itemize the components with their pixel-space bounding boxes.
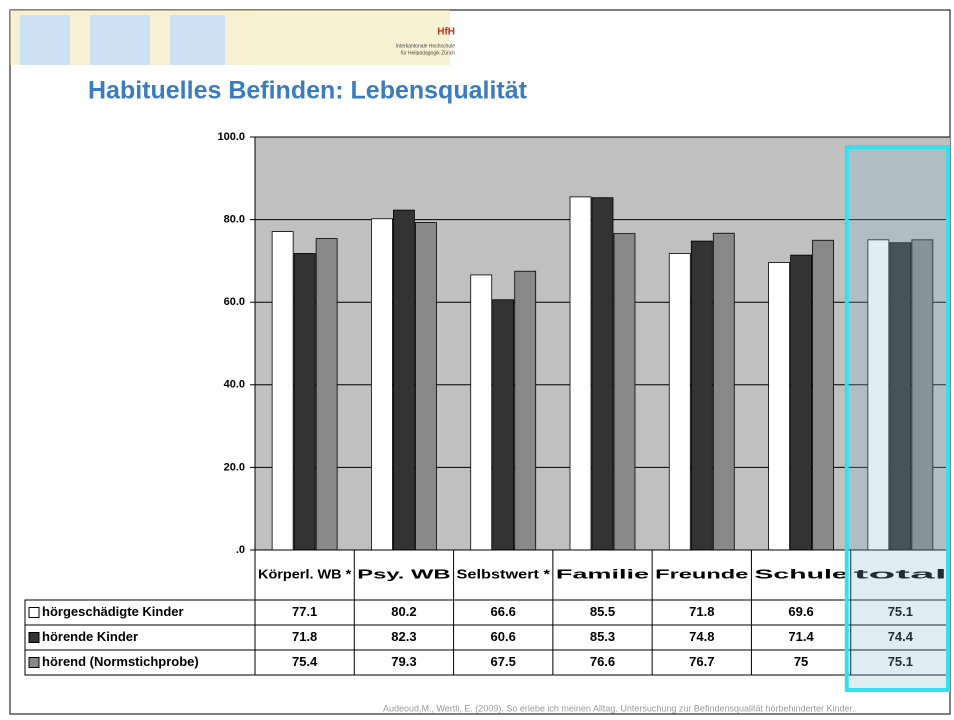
bar (591, 197, 614, 551)
table-value: 85.3 (590, 629, 615, 644)
institution: für Heilpädagogik Zürich (401, 50, 455, 56)
chart: .0 20.0 40.0 60.0 80.0 100.0 Körperl. WB * Psy.… (24, 131, 951, 692)
slide-title: Habituelles Befinden: Lebensqualität (88, 77, 528, 105)
table-value: 76.7 (689, 654, 714, 669)
bar (371, 218, 393, 551)
bar (271, 231, 294, 551)
y-tick-label: 60.0 (224, 296, 245, 308)
bar (393, 209, 415, 551)
table-value: 80.2 (391, 604, 416, 619)
table-value: 75.4 (292, 654, 318, 669)
banner-letter (20, 15, 70, 65)
bar (690, 240, 713, 551)
bar (470, 274, 493, 551)
table-value: 71.8 (292, 629, 317, 644)
bar (569, 196, 592, 551)
table-value: 67.5 (491, 654, 516, 669)
bar (492, 299, 515, 551)
bar (293, 253, 316, 551)
category-label: Psy. WB (357, 566, 450, 581)
y-tick-label: 40.0 (224, 379, 245, 391)
banner-letter (90, 15, 150, 65)
legend-swatch (28, 657, 40, 668)
table-value: 75.1 (888, 654, 913, 669)
highlight-fill (846, 147, 948, 690)
table-value: 74.4 (888, 629, 914, 644)
banner-band (10, 10, 450, 65)
table-value: 66.6 (491, 604, 516, 619)
table-value: 79.3 (391, 654, 416, 669)
bar (514, 270, 537, 551)
logo: HfH (437, 27, 455, 38)
category-label: Familie (556, 566, 649, 581)
y-tick-label: .0 (236, 544, 245, 556)
highlight-box (844, 145, 951, 692)
table-value: 77.1 (292, 604, 317, 619)
category-label: Schule (754, 566, 847, 581)
table-value: 71.8 (689, 604, 714, 619)
bar (415, 222, 437, 551)
category-label: total (854, 566, 947, 581)
category-label: Körperl. WB * (258, 566, 352, 581)
banner (10, 10, 450, 65)
y-tick-label: 20.0 (224, 461, 245, 473)
table-value: 71.4 (788, 629, 814, 644)
table-value: 74.8 (689, 629, 714, 644)
citation: Audeoud,M., Wertli, E. (2009). So erlebe… (383, 703, 857, 713)
legend-swatch (28, 632, 40, 643)
category-label: Freunde (655, 566, 748, 581)
legend-swatch (28, 607, 40, 618)
category-label: Selbstwert * (457, 566, 551, 581)
bar (315, 238, 338, 551)
bar (668, 253, 691, 551)
table-value: 75 (794, 654, 808, 669)
banner-letter (170, 15, 225, 65)
table-bg (254, 549, 951, 676)
table-bg (24, 599, 256, 676)
institution: Interkantonale Hochschule (396, 43, 455, 49)
bar (812, 239, 834, 551)
table-value: 60.6 (491, 629, 516, 644)
bar (712, 232, 735, 551)
legend-label: hörgeschädigte Kinder (42, 604, 184, 619)
table-value: 76.6 (590, 654, 615, 669)
y-tick-label: 100.0 (217, 131, 245, 143)
legend-label: hörend (Normstichprobe) (42, 654, 199, 669)
bar (790, 254, 812, 551)
legend-label: hörende Kinder (42, 629, 138, 644)
table-value: 82.3 (391, 629, 416, 644)
y-tick-label: 80.0 (224, 214, 245, 226)
bar (768, 262, 790, 551)
table-value: 75.1 (888, 604, 913, 619)
table-value: 69.6 (788, 604, 813, 619)
table-value: 85.5 (590, 604, 615, 619)
bar (613, 233, 636, 551)
